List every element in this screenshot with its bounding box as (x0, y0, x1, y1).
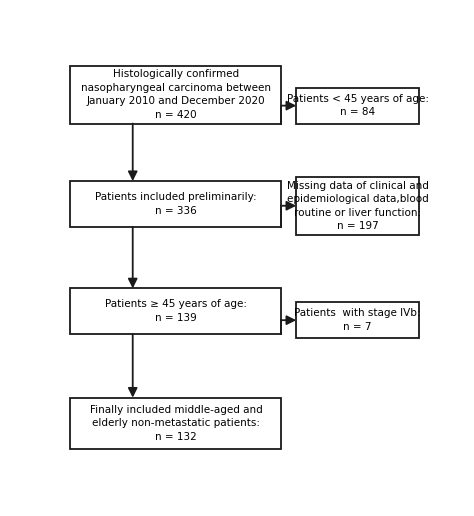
Text: Histologically confirmed
nasopharyngeal carcinoma between
January 2010 and Decem: Histologically confirmed nasopharyngeal … (81, 69, 271, 120)
Text: Missing data of clinical and
epidemiological data,blood
routine or liver functio: Missing data of clinical and epidemiolog… (287, 181, 428, 231)
FancyBboxPatch shape (296, 88, 419, 123)
Text: Patients included preliminarily:
n = 336: Patients included preliminarily: n = 336 (95, 192, 257, 216)
Text: Patients < 45 years of age:
n = 84: Patients < 45 years of age: n = 84 (287, 94, 428, 118)
Text: Patients  with stage IVb:
n = 7: Patients with stage IVb: n = 7 (294, 309, 421, 332)
FancyBboxPatch shape (70, 288, 282, 334)
FancyBboxPatch shape (296, 177, 419, 235)
FancyBboxPatch shape (70, 66, 282, 123)
FancyBboxPatch shape (70, 181, 282, 227)
FancyBboxPatch shape (70, 398, 282, 449)
Text: Patients ≥ 45 years of age:
n = 139: Patients ≥ 45 years of age: n = 139 (105, 299, 247, 323)
Text: Finally included middle-aged and
elderly non-metastatic patients:
n = 132: Finally included middle-aged and elderly… (90, 405, 262, 442)
FancyBboxPatch shape (296, 302, 419, 338)
